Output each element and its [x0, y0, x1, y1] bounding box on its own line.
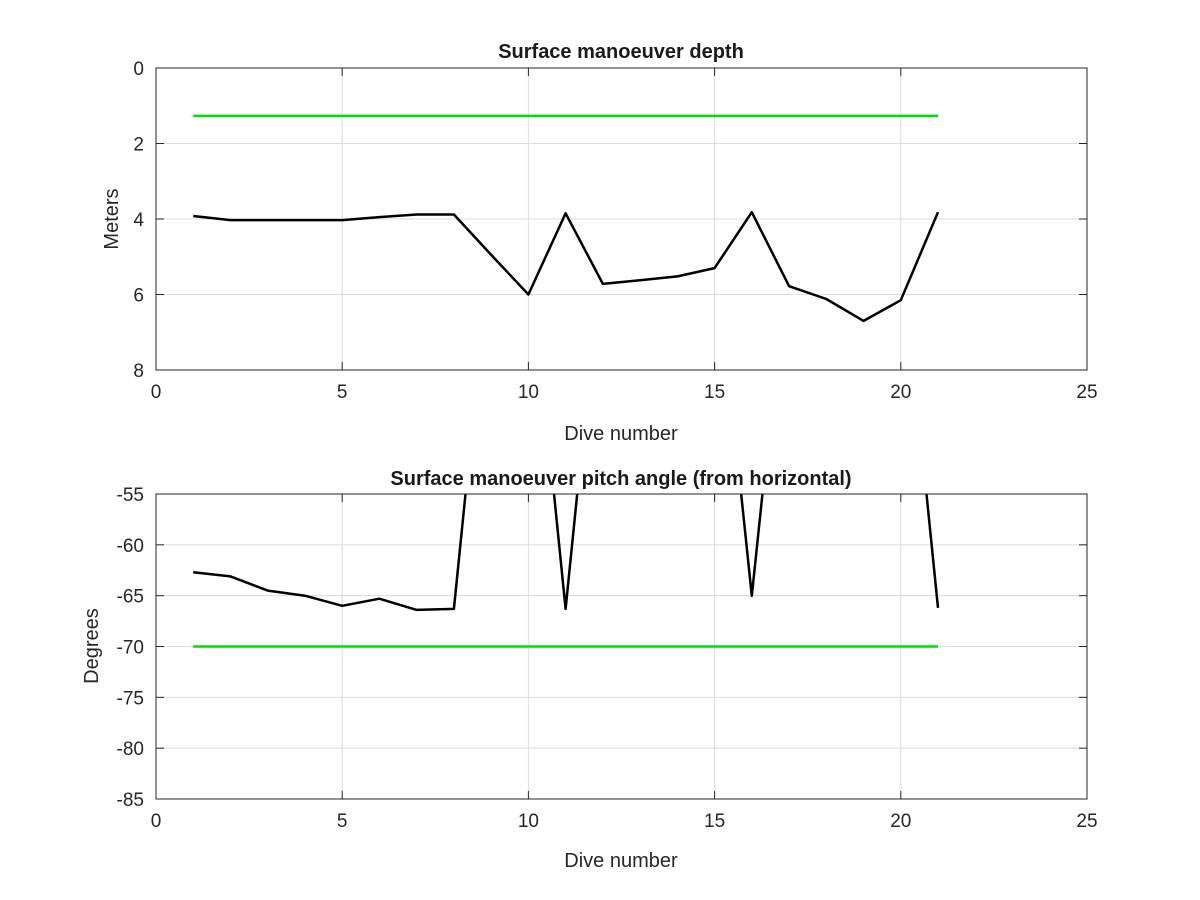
depth-y-tick-label: 2: [133, 135, 144, 156]
pitch-y-tick-label: -60: [117, 536, 144, 557]
depth-y-tick-label: 4: [133, 210, 144, 231]
pitch-x-tick-label: 0: [151, 811, 162, 832]
depth-x-tick-label: 0: [151, 382, 162, 403]
pitch-y-axis-label: Degrees: [81, 608, 103, 684]
depth-series-line-0: [193, 210, 940, 323]
pitch-ticks: 0 5 10 15 20 25 -55 -60 -65 -70 -75 -80 -85: [117, 485, 1098, 832]
depth-x-tick-label: 15: [704, 382, 725, 403]
depth-x-tick-label: 20: [890, 382, 911, 403]
depth-ticks: 0 5 10 15 20 25 0 2 4 6 8: [133, 59, 1097, 403]
pitch-y-tick-label: -75: [117, 688, 144, 709]
depth-y-axis-label: Meters: [101, 188, 123, 249]
pitch-series: [193, 494, 940, 648]
pitch-chart: 0 5 10 15 20 25 -55 -60 -65 -70 -75 -80 -85 Surface …: [81, 468, 1098, 872]
depth-x-tick-label: 5: [337, 382, 348, 403]
pitch-series-line-0: [193, 494, 940, 612]
pitch-chart-title: Surface manoeuver pitch angle (from hori…: [390, 468, 851, 490]
pitch-y-tick-label: -70: [117, 638, 144, 659]
depth-x-tick-label: 10: [518, 382, 539, 403]
depth-y-tick-label: 8: [133, 361, 144, 382]
pitch-y-tick-label: -85: [117, 790, 144, 811]
pitch-x-axis-label: Dive number: [564, 850, 678, 872]
depth-y-tick-label: 6: [133, 286, 144, 307]
pitch-x-tick-label: 25: [1076, 811, 1097, 832]
pitch-x-tick-label: 10: [518, 811, 539, 832]
depth-y-tick-label: 0: [133, 59, 144, 80]
depth-chart-title: Surface manoeuver depth: [498, 41, 744, 63]
pitch-y-tick-label: -80: [117, 739, 144, 760]
pitch-x-tick-label: 20: [890, 811, 911, 832]
pitch-x-tick-label: 5: [337, 811, 348, 832]
depth-x-axis-label: Dive number: [564, 423, 678, 445]
pitch-x-tick-label: 15: [704, 811, 725, 832]
depth-series: [193, 114, 940, 323]
pitch-y-tick-label: -65: [117, 587, 144, 608]
pitch-y-tick-label: -55: [117, 485, 144, 506]
depth-x-tick-label: 25: [1076, 382, 1097, 403]
